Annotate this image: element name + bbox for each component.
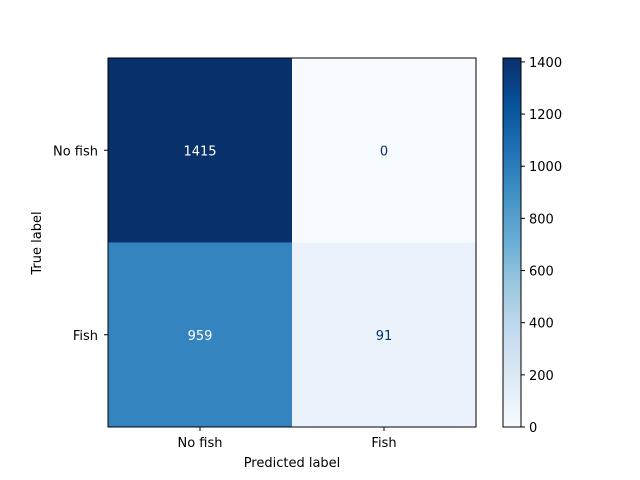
heatmap-cells	[108, 58, 476, 427]
colorbar-tick-label: 400	[529, 317, 554, 332]
cell-value-label: 0	[380, 144, 388, 159]
colorbar-tick-label: 1400	[529, 56, 562, 71]
colorbar-tick-label: 0	[529, 421, 537, 436]
colorbar-tick-label: 200	[529, 369, 554, 384]
x-tick-label: No fish	[177, 436, 222, 451]
y-axis-label: True label	[30, 211, 45, 275]
colorbar-frame	[502, 57, 522, 428]
plot-frame	[107, 57, 477, 428]
cell-value-label: 959	[188, 329, 213, 344]
y-tick-label: Fish	[73, 329, 98, 344]
heatmap-cell-labels: 1415 0 959 91	[183, 144, 392, 344]
cell-value-label: 1415	[183, 144, 216, 159]
y-axis-ticks: No fish Fish	[53, 144, 108, 344]
heatmap-cell	[108, 242, 292, 427]
colorbar	[503, 58, 521, 427]
heatmap-cell	[292, 242, 476, 427]
heatmap-cell	[108, 58, 292, 243]
colorbar-ticks: 0 200 400 600 800 1000 1200 1400	[521, 56, 562, 436]
cell-value-label: 91	[376, 329, 393, 344]
y-tick-label: No fish	[53, 144, 98, 159]
x-axis-ticks: No fish Fish	[177, 427, 397, 451]
x-axis-label: Predicted label	[244, 456, 341, 471]
colorbar-tick-label: 600	[529, 265, 554, 280]
colorbar-tick-label: 1200	[529, 108, 562, 123]
colorbar-tick-label: 800	[529, 212, 554, 227]
colorbar-tick-label: 1000	[529, 160, 562, 175]
x-tick-label: Fish	[371, 436, 396, 451]
heatmap-cell	[292, 58, 476, 243]
